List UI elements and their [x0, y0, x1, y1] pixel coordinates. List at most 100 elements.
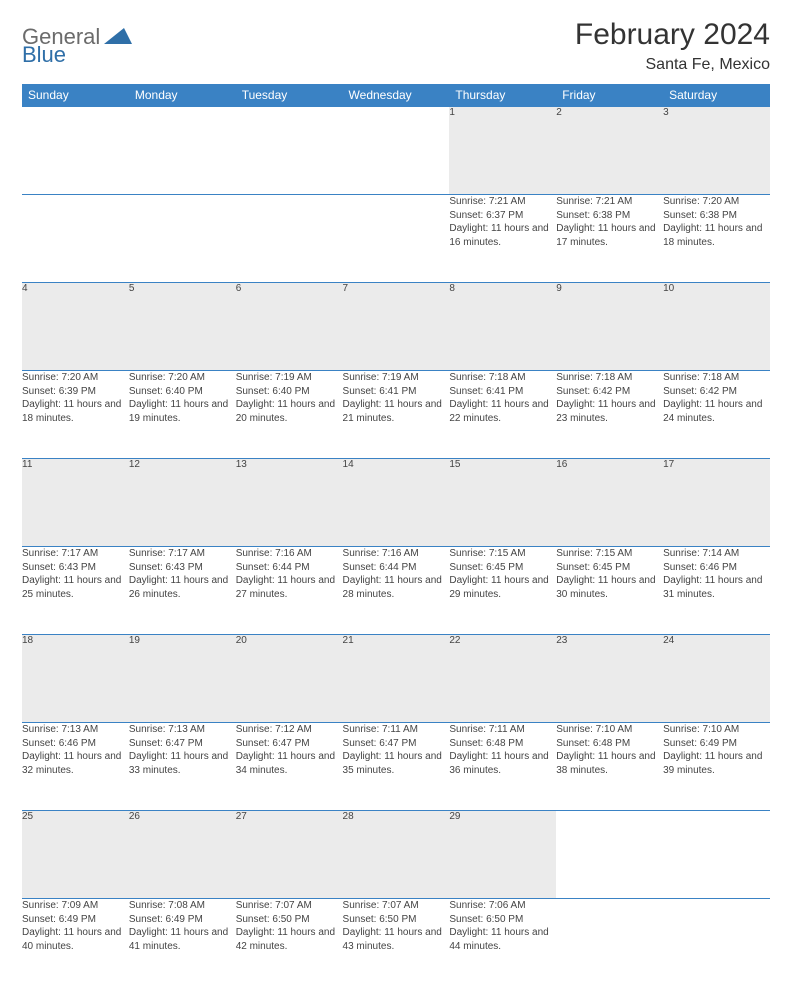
day-info-cell: Sunrise: 7:19 AMSunset: 6:41 PMDaylight:…	[343, 371, 450, 459]
sunset-line: Sunset: 6:40 PM	[129, 385, 236, 399]
sunset-line: Sunset: 6:49 PM	[663, 737, 770, 751]
day-info-cell: Sunrise: 7:17 AMSunset: 6:43 PMDaylight:…	[129, 547, 236, 635]
day-number-cell: 14	[343, 459, 450, 547]
day-number-cell: 13	[236, 459, 343, 547]
sunset-line: Sunset: 6:38 PM	[556, 209, 663, 223]
sunset-line: Sunset: 6:45 PM	[556, 561, 663, 575]
daylight-line: Daylight: 11 hours and 18 minutes.	[663, 222, 770, 249]
daylight-line: Daylight: 11 hours and 26 minutes.	[129, 574, 236, 601]
sunset-line: Sunset: 6:50 PM	[343, 913, 450, 927]
sunrise-line: Sunrise: 7:17 AM	[22, 547, 129, 561]
sunrise-line: Sunrise: 7:20 AM	[22, 371, 129, 385]
sunrise-line: Sunrise: 7:09 AM	[22, 899, 129, 913]
day-number-cell: 24	[663, 635, 770, 723]
day-info-cell: Sunrise: 7:06 AMSunset: 6:50 PMDaylight:…	[449, 899, 556, 987]
month-title: February 2024	[575, 18, 770, 52]
sunrise-line: Sunrise: 7:19 AM	[343, 371, 450, 385]
day-info-cell: Sunrise: 7:15 AMSunset: 6:45 PMDaylight:…	[449, 547, 556, 635]
sunset-line: Sunset: 6:42 PM	[663, 385, 770, 399]
sunset-line: Sunset: 6:50 PM	[236, 913, 343, 927]
day-number-cell: 15	[449, 459, 556, 547]
sunrise-line: Sunrise: 7:14 AM	[663, 547, 770, 561]
day-number-cell: 11	[22, 459, 129, 547]
sunrise-line: Sunrise: 7:21 AM	[556, 195, 663, 209]
weekday-header: Monday	[129, 84, 236, 107]
day-number-cell: 10	[663, 283, 770, 371]
sunrise-line: Sunrise: 7:16 AM	[236, 547, 343, 561]
day-number-cell: 23	[556, 635, 663, 723]
sunrise-line: Sunrise: 7:11 AM	[343, 723, 450, 737]
sunrise-line: Sunrise: 7:15 AM	[556, 547, 663, 561]
sunset-line: Sunset: 6:38 PM	[663, 209, 770, 223]
sunset-line: Sunset: 6:44 PM	[236, 561, 343, 575]
day-info-cell: Sunrise: 7:20 AMSunset: 6:40 PMDaylight:…	[129, 371, 236, 459]
day-info-cell: Sunrise: 7:19 AMSunset: 6:40 PMDaylight:…	[236, 371, 343, 459]
sunrise-line: Sunrise: 7:13 AM	[129, 723, 236, 737]
sunset-line: Sunset: 6:41 PM	[449, 385, 556, 399]
daylight-line: Daylight: 11 hours and 20 minutes.	[236, 398, 343, 425]
sunrise-line: Sunrise: 7:08 AM	[129, 899, 236, 913]
day-info-cell: Sunrise: 7:13 AMSunset: 6:47 PMDaylight:…	[129, 723, 236, 811]
day-number-cell	[343, 107, 450, 195]
calendar-page: General February 2024 Santa Fe, Mexico B…	[0, 0, 792, 1005]
logo-line2: Blue	[22, 42, 66, 68]
day-number-cell: 4	[22, 283, 129, 371]
day-number-cell: 29	[449, 811, 556, 899]
day-info-cell: Sunrise: 7:21 AMSunset: 6:38 PMDaylight:…	[556, 195, 663, 283]
day-number-cell: 12	[129, 459, 236, 547]
day-info-cell: Sunrise: 7:07 AMSunset: 6:50 PMDaylight:…	[343, 899, 450, 987]
day-info-cell: Sunrise: 7:09 AMSunset: 6:49 PMDaylight:…	[22, 899, 129, 987]
day-number-cell: 21	[343, 635, 450, 723]
day-number-cell: 3	[663, 107, 770, 195]
daylight-line: Daylight: 11 hours and 35 minutes.	[343, 750, 450, 777]
day-info-cell: Sunrise: 7:16 AMSunset: 6:44 PMDaylight:…	[343, 547, 450, 635]
daylight-line: Daylight: 11 hours and 44 minutes.	[449, 926, 556, 953]
day-info-cell: Sunrise: 7:15 AMSunset: 6:45 PMDaylight:…	[556, 547, 663, 635]
title-block: February 2024 Santa Fe, Mexico	[575, 18, 770, 74]
daylight-line: Daylight: 11 hours and 24 minutes.	[663, 398, 770, 425]
day-info-cell: Sunrise: 7:10 AMSunset: 6:49 PMDaylight:…	[663, 723, 770, 811]
sunrise-line: Sunrise: 7:19 AM	[236, 371, 343, 385]
day-number-cell: 18	[22, 635, 129, 723]
daylight-line: Daylight: 11 hours and 33 minutes.	[129, 750, 236, 777]
day-info-cell: Sunrise: 7:12 AMSunset: 6:47 PMDaylight:…	[236, 723, 343, 811]
day-info-row: Sunrise: 7:13 AMSunset: 6:46 PMDaylight:…	[22, 723, 770, 811]
day-info-cell: Sunrise: 7:11 AMSunset: 6:47 PMDaylight:…	[343, 723, 450, 811]
daylight-line: Daylight: 11 hours and 28 minutes.	[343, 574, 450, 601]
sunset-line: Sunset: 6:42 PM	[556, 385, 663, 399]
sunset-line: Sunset: 6:48 PM	[556, 737, 663, 751]
weekday-header: Friday	[556, 84, 663, 107]
sunrise-line: Sunrise: 7:21 AM	[449, 195, 556, 209]
day-info-cell: Sunrise: 7:21 AMSunset: 6:37 PMDaylight:…	[449, 195, 556, 283]
sunrise-line: Sunrise: 7:13 AM	[22, 723, 129, 737]
daylight-line: Daylight: 11 hours and 39 minutes.	[663, 750, 770, 777]
day-info-cell: Sunrise: 7:08 AMSunset: 6:49 PMDaylight:…	[129, 899, 236, 987]
day-number-cell: 1	[449, 107, 556, 195]
weekday-header: Sunday	[22, 84, 129, 107]
daylight-line: Daylight: 11 hours and 41 minutes.	[129, 926, 236, 953]
day-info-cell: Sunrise: 7:07 AMSunset: 6:50 PMDaylight:…	[236, 899, 343, 987]
day-number-cell: 16	[556, 459, 663, 547]
sunrise-line: Sunrise: 7:10 AM	[663, 723, 770, 737]
sunset-line: Sunset: 6:49 PM	[129, 913, 236, 927]
daylight-line: Daylight: 11 hours and 31 minutes.	[663, 574, 770, 601]
daylight-line: Daylight: 11 hours and 38 minutes.	[556, 750, 663, 777]
sunrise-line: Sunrise: 7:20 AM	[663, 195, 770, 209]
sunset-line: Sunset: 6:40 PM	[236, 385, 343, 399]
day-number-cell: 8	[449, 283, 556, 371]
daylight-line: Daylight: 11 hours and 36 minutes.	[449, 750, 556, 777]
day-number-cell	[556, 811, 663, 899]
day-number-cell: 25	[22, 811, 129, 899]
daylight-line: Daylight: 11 hours and 34 minutes.	[236, 750, 343, 777]
sunset-line: Sunset: 6:43 PM	[129, 561, 236, 575]
weekday-header: Tuesday	[236, 84, 343, 107]
sunset-line: Sunset: 6:41 PM	[343, 385, 450, 399]
daylight-line: Daylight: 11 hours and 25 minutes.	[22, 574, 129, 601]
sunrise-line: Sunrise: 7:10 AM	[556, 723, 663, 737]
daylight-line: Daylight: 11 hours and 22 minutes.	[449, 398, 556, 425]
sunset-line: Sunset: 6:39 PM	[22, 385, 129, 399]
day-number-row: 18192021222324	[22, 635, 770, 723]
day-number-row: 123	[22, 107, 770, 195]
sunrise-line: Sunrise: 7:15 AM	[449, 547, 556, 561]
day-info-row: Sunrise: 7:20 AMSunset: 6:39 PM Daylight:…	[22, 371, 770, 459]
